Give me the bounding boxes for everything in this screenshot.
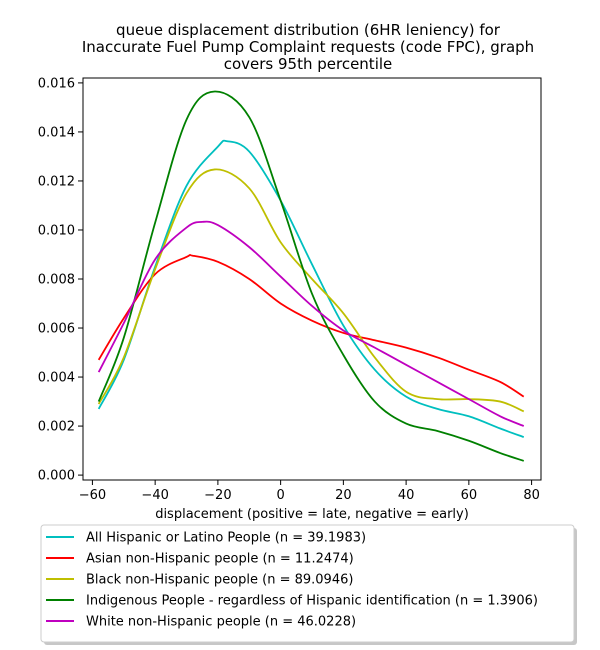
y-tick-label: 0.010	[38, 223, 75, 238]
x-tick-label: 60	[461, 488, 478, 503]
chart-title-line: queue displacement distribution (6HR len…	[116, 21, 501, 39]
legend-entry-label: All Hispanic or Latino People (n = 39.19…	[86, 531, 366, 546]
x-tick-label: −20	[204, 488, 231, 503]
legend-entry-label: Asian non-Hispanic people (n = 11.2474)	[86, 552, 354, 567]
x-axis-label: displacement (positive = late, negative …	[155, 507, 469, 522]
legend: All Hispanic or Latino People (n = 39.19…	[40, 524, 577, 645]
series-line-1	[97, 253, 525, 398]
y-tick-label: 0.004	[38, 371, 75, 386]
x-tick-label: 0	[276, 488, 284, 503]
legend-box	[40, 524, 575, 643]
x-tick-label: −60	[79, 488, 106, 503]
series-line-0	[97, 139, 525, 438]
chart-title-line: Inaccurate Fuel Pump Complaint requests …	[82, 38, 534, 56]
series-line-3	[97, 90, 525, 462]
y-tick-label: 0.008	[38, 273, 75, 288]
series-line-4	[97, 220, 525, 427]
y-tick-label: 0.002	[38, 420, 75, 435]
x-tick-label: 80	[523, 488, 540, 503]
legend-entry-label: Black non-Hispanic people (n = 89.0946)	[86, 573, 353, 588]
plot-series	[97, 90, 525, 462]
y-tick-label: 0.016	[38, 76, 75, 91]
y-tick-label: 0.006	[38, 322, 75, 337]
y-tick-label: 0.014	[38, 125, 75, 140]
x-tick-label: 40	[398, 488, 415, 503]
x-tick-label: −40	[141, 488, 168, 503]
legend-entry-label: Indigenous People - regardless of Hispan…	[86, 594, 538, 609]
y-tick-label: 0.012	[38, 174, 75, 189]
x-tick-label: 20	[335, 488, 352, 503]
x-axis: −60 −40 −20 0 20 40 60 80	[79, 480, 540, 503]
legend-entry-label: White non-Hispanic people (n = 46.0228)	[86, 615, 356, 630]
chart-title: queue displacement distribution (6HR len…	[82, 21, 534, 73]
series-line-2	[97, 168, 525, 413]
y-axis: 0.000 0.002 0.004 0.006 0.008 0.010 0.012 0.014…	[38, 76, 83, 484]
chart-title-line: covers 95th percentile	[224, 55, 393, 73]
y-tick-label: 0.000	[38, 469, 75, 484]
